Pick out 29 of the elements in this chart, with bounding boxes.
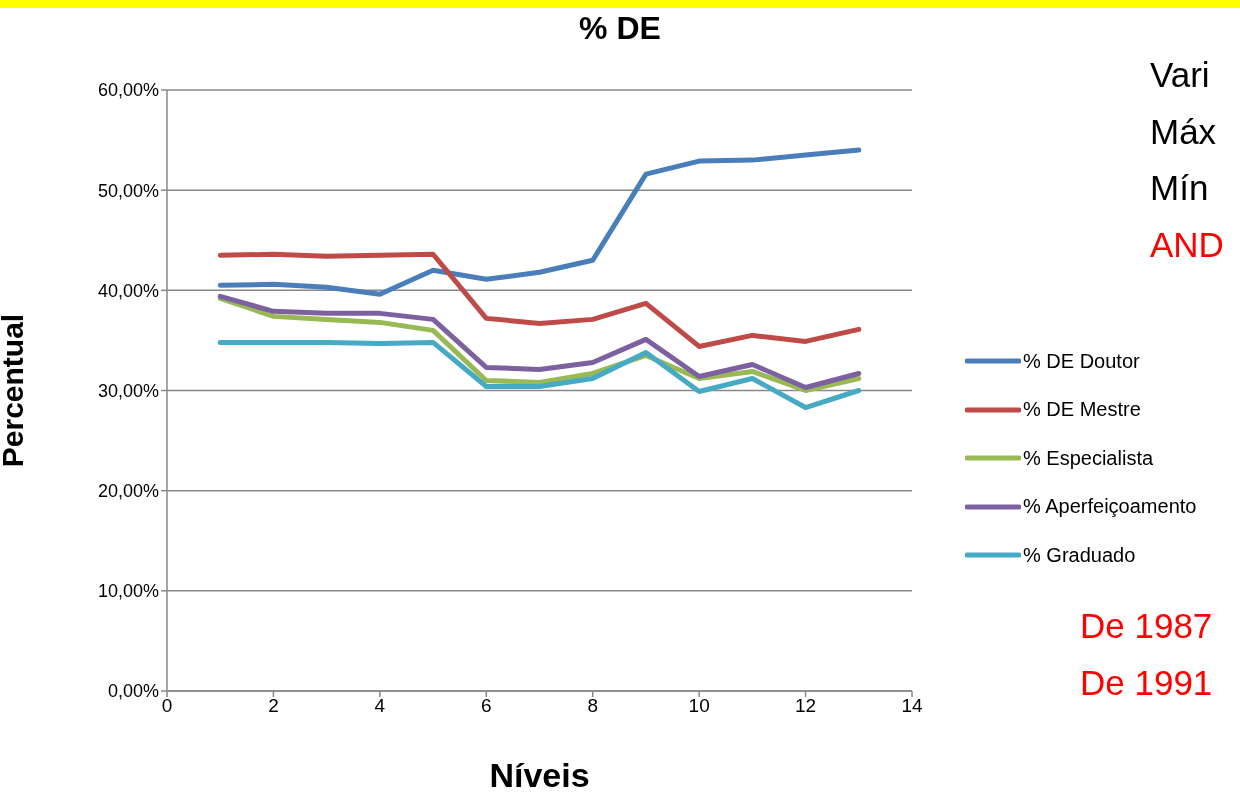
y-tick-label: 20,00% <box>97 481 159 502</box>
text: Vari <box>1150 55 1210 95</box>
legend-label: % DE Doutor <box>1023 349 1140 373</box>
chart-title: % DE <box>578 10 662 47</box>
legend-label: % Aperfeiçoamento <box>1023 495 1197 519</box>
text: Mín <box>1150 168 1209 208</box>
text: De 1991 <box>1080 663 1213 703</box>
y-tick-label: 10,00% <box>97 581 159 602</box>
x-tick-label: 6 <box>481 695 492 717</box>
y-axis-title: Percentual <box>0 313 29 468</box>
legend-label: % Graduado <box>1023 543 1136 567</box>
x-axis-title: Níveis <box>489 756 590 794</box>
y-tick-label: 50,00% <box>97 180 159 201</box>
text: Máx <box>1150 112 1217 152</box>
y-tick-label: 30,00% <box>97 380 159 401</box>
x-tick-label: 12 <box>795 695 817 717</box>
x-tick-label: 8 <box>587 695 598 717</box>
x-tick-label: 10 <box>688 695 710 717</box>
x-tick-label: 14 <box>901 695 923 717</box>
legend-label: % Especialista <box>1023 446 1154 470</box>
text: AND <box>1150 225 1224 265</box>
x-tick-label: 0 <box>161 695 173 717</box>
y-tick-label: 40,00% <box>97 280 159 301</box>
text: De 1987 <box>1080 606 1213 646</box>
legend-label: % DE Mestre <box>1023 398 1141 422</box>
x-tick-label: 4 <box>374 695 386 717</box>
x-tick-label: 2 <box>268 695 279 717</box>
y-tick-label: 60,00% <box>97 80 159 101</box>
y-tick-label: 0,00% <box>107 681 159 702</box>
